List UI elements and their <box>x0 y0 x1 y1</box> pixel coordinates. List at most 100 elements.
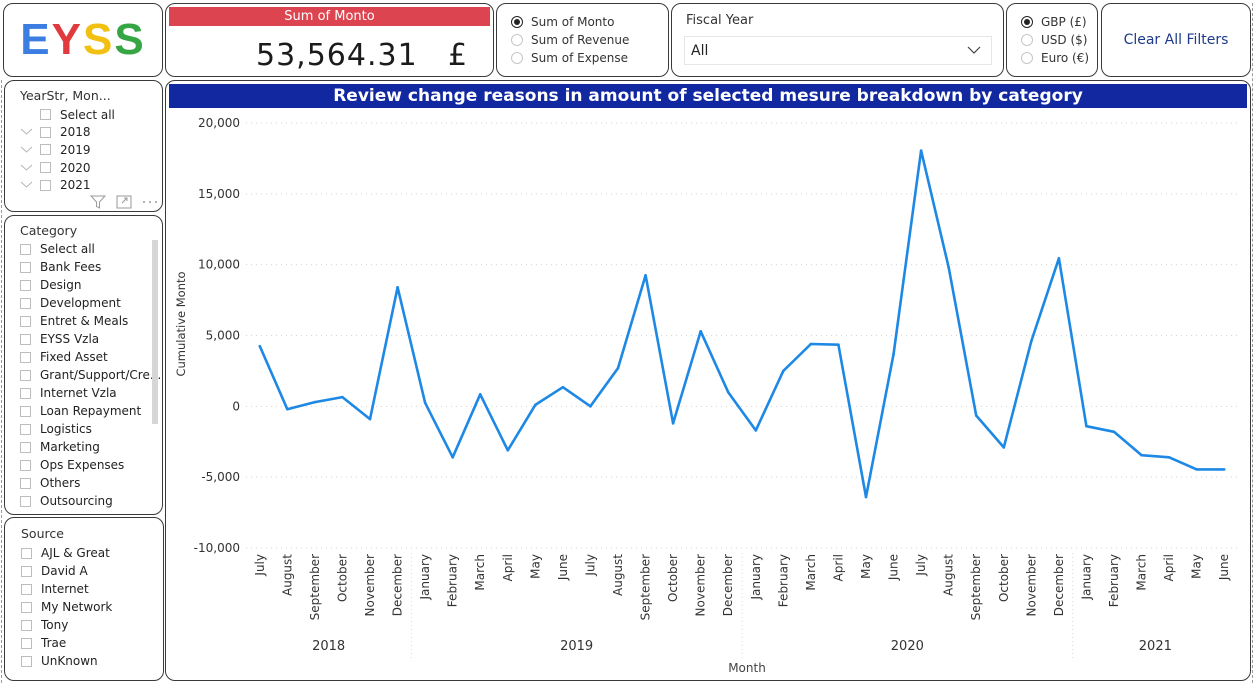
logo-letter: E <box>20 15 52 64</box>
year-item[interactable]: 2019 <box>20 141 162 159</box>
year-item[interactable]: 2018 <box>20 124 162 142</box>
source-item[interactable]: Internet <box>21 580 163 598</box>
category-item[interactable]: Others <box>20 474 162 492</box>
chevron-down-icon[interactable] <box>20 180 33 190</box>
checkbox[interactable] <box>40 162 51 174</box>
chevron-down-icon[interactable] <box>20 163 33 173</box>
category-item[interactable]: Ops Expenses <box>20 456 162 474</box>
measure-option[interactable]: Sum of Revenue <box>511 31 668 49</box>
data-point <box>1112 430 1116 434</box>
checkbox[interactable] <box>20 441 31 453</box>
category-item-label: Select all <box>40 242 95 256</box>
checkbox[interactable] <box>21 637 32 649</box>
line-chart-visual: Review change reasons in amount of selec… <box>165 80 1251 681</box>
checkbox[interactable] <box>20 495 31 507</box>
radio-button[interactable] <box>511 16 523 28</box>
checkbox[interactable] <box>20 315 31 327</box>
data-point <box>368 417 372 421</box>
x-tick-label: November <box>1024 554 1038 616</box>
category-item[interactable]: EYSS Vzla <box>20 330 162 348</box>
checkbox[interactable] <box>21 619 32 631</box>
checkbox[interactable] <box>21 547 32 559</box>
source-slicer-title: Source <box>21 526 64 541</box>
category-item-label: Others <box>40 476 81 490</box>
gridlines <box>246 122 1238 549</box>
category-item[interactable]: Entret & Meals <box>20 312 162 330</box>
checkbox[interactable] <box>40 179 51 191</box>
radio-button[interactable] <box>511 52 523 64</box>
filter-icon[interactable] <box>90 195 106 209</box>
chevron-down-icon[interactable] <box>20 145 33 155</box>
measure-option[interactable]: Sum of Expense <box>511 49 668 67</box>
radio-button[interactable] <box>1021 34 1033 46</box>
x-tick-label: March <box>804 554 818 591</box>
focus-mode-icon[interactable] <box>116 195 132 209</box>
y-tick-label: 20,000 <box>198 116 240 130</box>
category-item[interactable]: Fixed Asset <box>20 348 162 366</box>
source-item[interactable]: UnKnown <box>21 652 163 670</box>
year-select-all-label: Select all <box>60 107 115 122</box>
category-item[interactable]: Grant/Support/Cre... <box>20 366 162 384</box>
category-item[interactable]: Bank Fees <box>20 258 162 276</box>
category-item[interactable]: Development <box>20 294 162 312</box>
checkbox[interactable] <box>20 297 31 309</box>
category-item[interactable]: Outsourcing <box>20 492 162 510</box>
radio-button[interactable] <box>1021 16 1033 28</box>
category-item-label: Logistics <box>40 422 92 436</box>
more-options-icon[interactable] <box>142 195 158 209</box>
source-item[interactable]: My Network <box>21 598 163 616</box>
fiscal-year-label: Fiscal Year <box>686 13 754 28</box>
source-item[interactable]: David A <box>21 562 163 580</box>
data-point <box>1167 456 1171 459</box>
currency-option[interactable]: Euro (€) <box>1021 49 1097 67</box>
category-item[interactable]: Logistics <box>20 420 162 438</box>
source-item[interactable]: Trae <box>21 634 163 652</box>
checkbox[interactable] <box>21 565 32 577</box>
checkbox[interactable] <box>20 279 31 291</box>
checkbox[interactable] <box>40 109 51 121</box>
kpi-value: 53,564.31 <box>256 38 418 73</box>
checkbox[interactable] <box>21 601 32 613</box>
checkbox[interactable] <box>20 459 31 471</box>
category-select-all[interactable]: Select all <box>20 240 162 258</box>
fiscal-year-dropdown[interactable]: All <box>684 36 992 65</box>
year-item[interactable]: 2021 <box>20 176 162 194</box>
category-item[interactable]: Marketing <box>20 438 162 456</box>
category-item-label: Outsourcing <box>40 494 113 508</box>
chevron-down-icon[interactable] <box>20 127 33 137</box>
category-item[interactable]: Design <box>20 276 162 294</box>
scrollbar[interactable] <box>152 240 158 424</box>
checkbox[interactable] <box>21 583 32 595</box>
currency-option[interactable]: USD ($) <box>1021 31 1097 49</box>
source-item[interactable]: AJL & Great <box>21 544 163 562</box>
x-tick-label: July <box>583 554 597 577</box>
measure-option[interactable]: Sum of Monto <box>511 13 668 31</box>
source-item[interactable]: Tony <box>21 616 163 634</box>
checkbox[interactable] <box>20 477 31 489</box>
checkbox[interactable] <box>21 655 32 667</box>
year-item[interactable]: 2020 <box>20 159 162 177</box>
checkbox[interactable] <box>20 351 31 363</box>
clear-all-filters-button[interactable]: Clear All Filters <box>1101 3 1251 77</box>
category-item[interactable]: Internet Vzla <box>20 384 162 402</box>
source-item-label: Trae <box>41 636 67 650</box>
year-group-label: 2021 <box>1139 639 1172 654</box>
checkbox[interactable] <box>40 126 51 138</box>
radio-button[interactable] <box>511 34 523 46</box>
checkbox[interactable] <box>20 333 31 345</box>
checkbox[interactable] <box>20 423 31 435</box>
selection-frame-left <box>1 80 4 683</box>
checkbox[interactable] <box>20 405 31 417</box>
category-item[interactable]: Loan Repayment <box>20 402 162 420</box>
checkbox[interactable] <box>40 144 51 156</box>
checkbox[interactable] <box>20 261 31 273</box>
checkbox[interactable] <box>20 243 31 255</box>
logo-letter: Y <box>51 15 83 64</box>
x-tick-label: June <box>556 554 570 581</box>
checkbox[interactable] <box>20 387 31 399</box>
year-select-all[interactable]: Select all <box>20 106 162 124</box>
currency-option[interactable]: GBP (£) <box>1021 13 1097 31</box>
source-item-label: UnKnown <box>41 654 98 668</box>
radio-button[interactable] <box>1021 52 1033 64</box>
checkbox[interactable] <box>20 369 31 381</box>
